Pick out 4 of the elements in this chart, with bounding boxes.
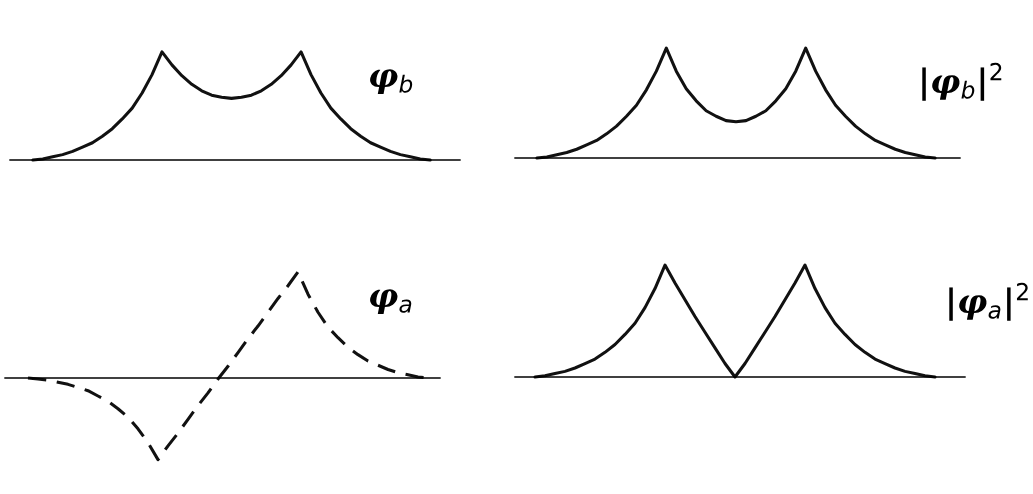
chart-title: φ$_{b}$ (370, 69, 413, 94)
text: |φ$_{a}$|$^{2}$ (949, 282, 1028, 321)
chart-title: φ$_{a}$ (370, 289, 412, 314)
text: |φ$_{b}$|$^{2}$ (922, 62, 1002, 101)
